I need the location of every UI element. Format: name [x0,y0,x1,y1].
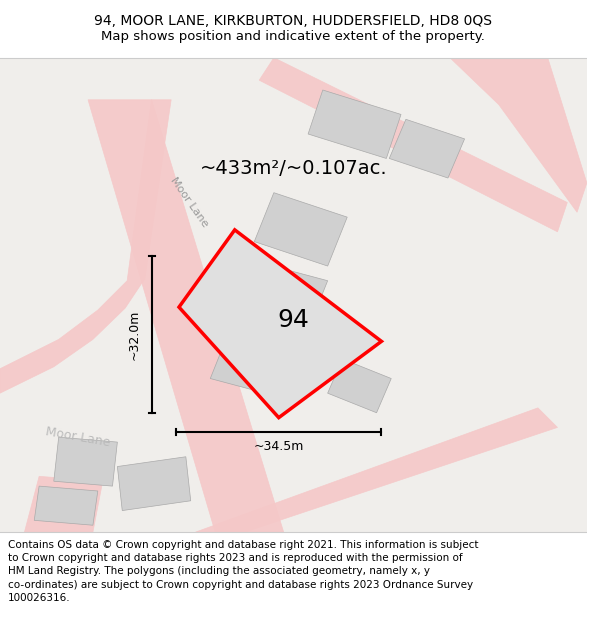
Text: ~34.5m: ~34.5m [254,439,304,452]
Text: Moor Lane: Moor Lane [168,176,209,229]
Polygon shape [34,486,98,525]
Polygon shape [210,329,303,398]
Bar [0,532,587,618]
Text: Moor Lane: Moor Lane [45,425,112,449]
Text: to Crown copyright and database rights 2023 and is reproduced with the permissio: to Crown copyright and database rights 2… [8,553,463,563]
Text: ~32.0m: ~32.0m [127,309,140,360]
Text: 100026316.: 100026316. [8,592,70,602]
Text: HM Land Registry. The polygons (including the associated geometry, namely x, y: HM Land Registry. The polygons (includin… [8,566,430,576]
Polygon shape [179,230,382,418]
Polygon shape [88,100,284,532]
Polygon shape [328,359,391,413]
Bar [0,7,587,58]
Polygon shape [235,261,328,329]
Text: Contains OS data © Crown copyright and database right 2021. This information is : Contains OS data © Crown copyright and d… [8,540,478,550]
Polygon shape [0,100,171,393]
Polygon shape [254,192,347,266]
Text: Map shows position and indicative extent of the property.: Map shows position and indicative extent… [101,30,485,42]
Polygon shape [25,476,103,532]
Polygon shape [389,119,464,178]
Polygon shape [308,90,401,159]
Text: co-ordinates) are subject to Crown copyright and database rights 2023 Ordnance S: co-ordinates) are subject to Crown copyr… [8,579,473,589]
Polygon shape [196,408,557,532]
Text: 94, MOOR LANE, KIRKBURTON, HUDDERSFIELD, HD8 0QS: 94, MOOR LANE, KIRKBURTON, HUDDERSFIELD,… [94,14,493,28]
Polygon shape [118,457,191,511]
Text: 94: 94 [277,308,310,332]
Polygon shape [450,58,587,213]
Polygon shape [54,438,118,486]
Text: ~433m²/~0.107ac.: ~433m²/~0.107ac. [200,159,387,177]
Polygon shape [259,58,567,232]
Bar [0,58,587,532]
